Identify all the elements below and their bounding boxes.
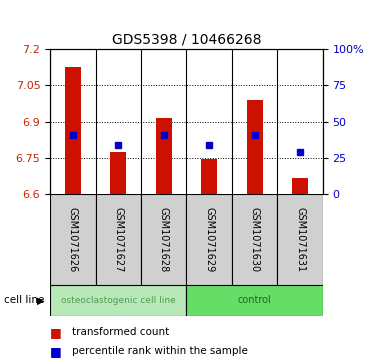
Text: GSM1071627: GSM1071627 [113, 207, 123, 272]
Bar [187, 194, 232, 285]
Text: percentile rank within the sample: percentile rank within the sample [72, 346, 248, 356]
Bar [247, 100, 263, 194]
Bar [156, 118, 172, 194]
Bar [232, 194, 278, 285]
Text: osteoclastogenic cell line: osteoclastogenic cell line [61, 296, 175, 305]
Text: ▶: ▶ [37, 295, 45, 305]
Title: GDS5398 / 10466268: GDS5398 / 10466268 [112, 32, 261, 46]
Text: GSM1071628: GSM1071628 [159, 207, 169, 272]
Bar [187, 285, 323, 316]
Text: transformed count: transformed count [72, 327, 170, 337]
Text: GSM1071629: GSM1071629 [204, 207, 214, 272]
Bar [50, 194, 96, 285]
Bar [278, 194, 323, 285]
Text: ■: ■ [50, 345, 62, 358]
Text: GSM1071626: GSM1071626 [68, 207, 78, 272]
Text: cell line: cell line [4, 295, 44, 305]
Bar [141, 194, 187, 285]
Text: GSM1071630: GSM1071630 [250, 207, 260, 272]
Text: GSM1071631: GSM1071631 [295, 207, 305, 272]
Text: control: control [238, 295, 272, 305]
Bar [110, 152, 126, 194]
Bar [96, 194, 141, 285]
Bar [201, 159, 217, 194]
Bar [50, 285, 187, 316]
Text: ■: ■ [50, 326, 62, 339]
Bar [292, 179, 308, 194]
Bar [65, 67, 81, 194]
